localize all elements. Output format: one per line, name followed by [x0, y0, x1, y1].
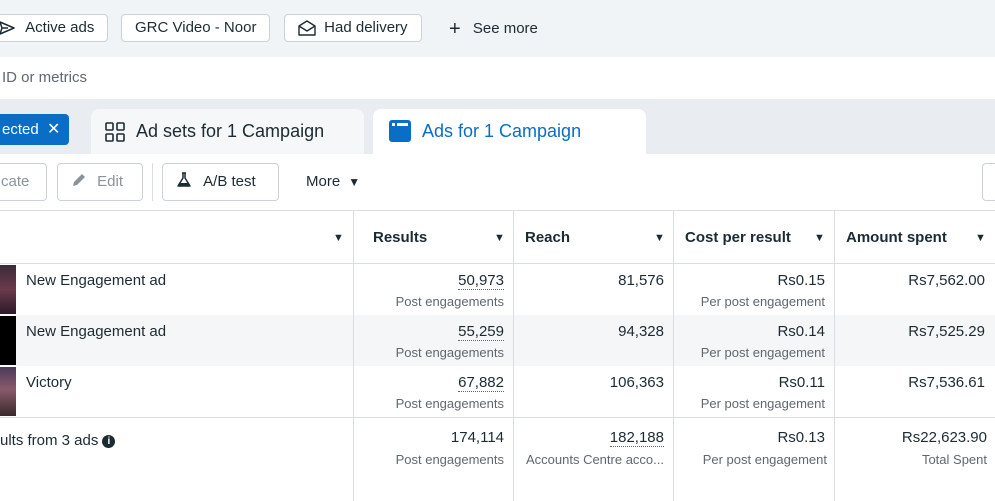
filter-chip-had-delivery[interactable]: Had delivery	[284, 14, 422, 42]
cost-sub: Per post engagement	[700, 345, 825, 360]
column-divider	[673, 211, 674, 501]
cost-sub: Per post engagement	[700, 396, 825, 411]
table-row[interactable]: New Engagement ad 55,259 Post engagement…	[0, 315, 995, 366]
cost-sub: Per post engagement	[700, 294, 825, 309]
cost-value: Rs0.14	[777, 323, 825, 340]
ads-table: ▼ Results ▼ Reach ▼ Cost per result ▼ Am…	[0, 210, 995, 501]
name-column-caret-icon[interactable]: ▼	[333, 232, 344, 244]
results-sub: Post engagements	[395, 294, 504, 309]
results-sub: Post engagements	[395, 345, 504, 360]
filter-chip-label: Active ads	[25, 19, 95, 36]
grid-icon	[105, 122, 125, 147]
tab-ad-sets[interactable]: Ad sets for 1 Campaign	[91, 109, 364, 154]
more-dropdown[interactable]: More ▼	[306, 173, 361, 190]
level-tabs: ected ✕ Ad sets for 1 Campaign Ads for 1…	[0, 99, 995, 154]
header-reach[interactable]: Reach	[525, 229, 571, 246]
ad-thumbnail	[0, 265, 16, 314]
summary-label: ults from 3 ads i	[0, 432, 116, 449]
header-results[interactable]: Results	[373, 229, 428, 246]
filter-chip-campaign[interactable]: GRC Video - Noor	[121, 14, 271, 42]
results-value: 50,973	[458, 272, 504, 290]
envelope-icon	[298, 19, 316, 36]
cost-value: Rs0.11	[778, 374, 825, 391]
filter-chip-active-ads[interactable]: Active ads	[0, 14, 109, 42]
ad-name[interactable]: Victory	[26, 374, 72, 391]
toolbar-right-button[interactable]	[982, 163, 995, 201]
ad-icon	[389, 120, 411, 147]
reach-value: 94,328	[618, 323, 664, 340]
summary-reach-sub: Accounts Centre acco...	[525, 452, 664, 467]
table-header: ▼ Results ▼ Reach ▼ Cost per result ▼ Am…	[0, 211, 995, 264]
spent-value: Rs7,562.00	[908, 272, 985, 289]
tab-label: Ad sets for 1 Campaign	[136, 121, 325, 141]
column-divider	[513, 211, 514, 501]
toolbar: cate Edit A/B test More ▼	[0, 154, 995, 211]
selected-campaign-chip[interactable]: ected ✕	[0, 114, 69, 145]
plus-icon: +	[449, 18, 461, 40]
results-column-caret-icon[interactable]: ▼	[494, 232, 505, 244]
summary-reach: 182,188	[609, 429, 664, 447]
cost-value: Rs0.15	[777, 272, 825, 289]
ad-thumbnail	[0, 367, 16, 416]
results-value: 55,259	[458, 323, 504, 341]
tab-ads[interactable]: Ads for 1 Campaign	[373, 109, 646, 154]
edit-button[interactable]: Edit	[57, 163, 143, 201]
info-icon[interactable]: i	[102, 435, 116, 448]
summary-results: 174,114	[450, 429, 504, 446]
column-divider	[834, 211, 835, 501]
summary-spent-sub: Total Spent	[921, 452, 987, 467]
table-row[interactable]: New Engagement ad 50,973 Post engagement…	[0, 264, 995, 315]
summary-row: ults from 3 ads i 174,114 Post engagement…	[0, 417, 995, 501]
filter-bar: Active ads GRC Video - Noor Had delivery…	[0, 0, 995, 57]
pencil-icon	[71, 173, 87, 190]
toolbar-divider	[152, 163, 153, 201]
column-divider	[353, 211, 354, 501]
summary-cost: Rs0.13	[777, 429, 825, 446]
results-sub: Post engagements	[395, 396, 504, 411]
spent-value: Rs7,525.29	[908, 323, 985, 340]
tab-label: Ads for 1 Campaign	[422, 121, 582, 141]
cost-column-caret-icon[interactable]: ▼	[814, 232, 825, 244]
reach-value: 106,363	[609, 374, 664, 391]
summary-spent: Rs22,623.90	[901, 429, 987, 446]
reach-column-caret-icon[interactable]: ▼	[654, 232, 665, 244]
reach-value: 81,576	[618, 272, 664, 289]
filter-chip-label: GRC Video - Noor	[135, 19, 257, 36]
duplicate-button[interactable]: cate	[0, 163, 47, 201]
summary-cost-sub: Per post engagement	[702, 452, 827, 467]
table-row[interactable]: Victory 67,882 Post engagements 106,363 …	[0, 366, 995, 417]
ad-name[interactable]: New Engagement ad	[26, 323, 167, 340]
close-icon[interactable]: ✕	[47, 121, 61, 138]
search-bar[interactable]: ID or metrics	[0, 57, 995, 99]
summary-results-sub: Post engagements	[395, 452, 504, 467]
filter-chip-label: Had delivery	[324, 19, 408, 36]
header-amount-spent[interactable]: Amount spent	[846, 229, 947, 246]
ad-thumbnail	[0, 316, 16, 365]
search-placeholder: ID or metrics	[2, 69, 88, 86]
send-icon	[0, 19, 15, 36]
header-cost-per-result[interactable]: Cost per result	[685, 229, 791, 246]
flask-icon	[176, 172, 192, 190]
ad-name[interactable]: New Engagement ad	[26, 272, 167, 289]
results-value: 67,882	[458, 374, 504, 392]
ab-test-button[interactable]: A/B test	[162, 163, 279, 201]
amount-column-caret-icon[interactable]: ▼	[975, 232, 986, 244]
spent-value: Rs7,536.61	[908, 374, 985, 391]
see-more-button[interactable]: + See more	[449, 18, 538, 40]
caret-down-icon: ▼	[348, 175, 361, 189]
